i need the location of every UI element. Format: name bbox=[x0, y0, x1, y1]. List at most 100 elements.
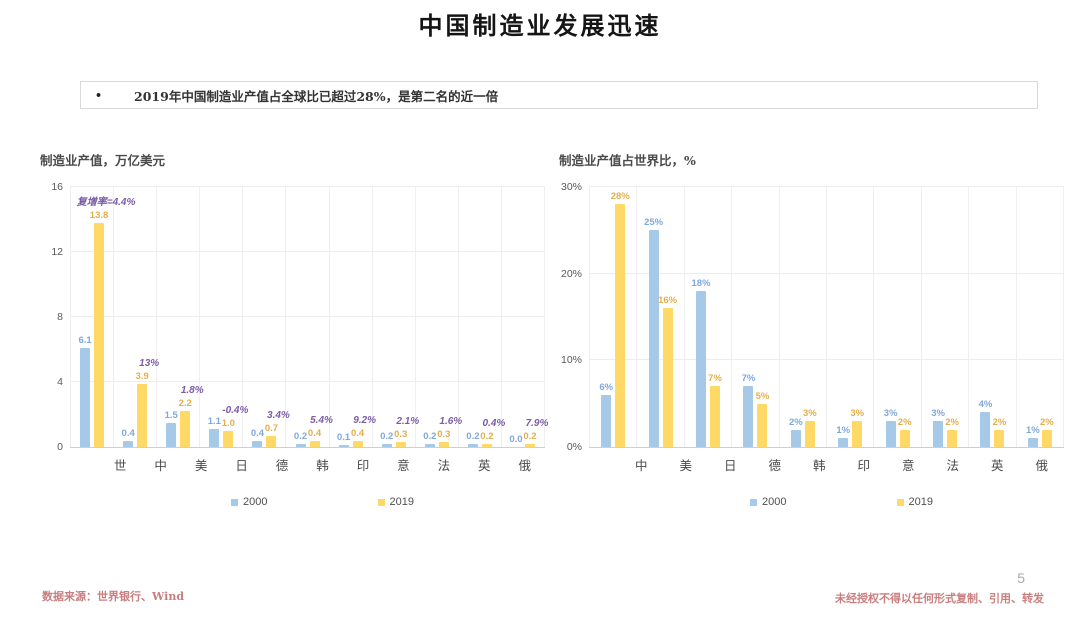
page-number: 5 bbox=[1017, 570, 1025, 586]
category-group: 2% 3% bbox=[780, 187, 828, 447]
bullet-icon: • bbox=[95, 88, 103, 102]
category-group: 0.2 5.4% 0.4 bbox=[286, 187, 333, 447]
growth-annotation: 复增率=4.4% bbox=[76, 196, 136, 208]
bar-column: 0.4 bbox=[250, 427, 265, 447]
left-category-axis: 世中美日德韩印意法英俄 bbox=[100, 455, 545, 474]
category-label: 英 bbox=[990, 458, 1004, 473]
bar-column: 13% 3.9 bbox=[135, 358, 159, 447]
bar-column: 9.2% 0.4 bbox=[351, 415, 376, 447]
category-group: 0.1 9.2% 0.4 bbox=[330, 187, 376, 447]
category-group: 18% 7% bbox=[685, 187, 733, 447]
left-plot-area: 0 4 8 12 16 6.1 复增率=4.4% 13.8 0.4 13% 3.9 1.5 1.8% 2.… bbox=[51, 181, 548, 453]
bar-column: 0.0 bbox=[509, 434, 523, 447]
bar-value-label: 0.0 bbox=[509, 434, 523, 445]
category-group: 0.2 0.4% 0.2 bbox=[459, 187, 505, 447]
bar-column: 2% bbox=[945, 417, 959, 447]
bar-2000 bbox=[885, 421, 896, 447]
bar-2019 bbox=[438, 442, 449, 447]
category-group: 7% 5% bbox=[732, 187, 780, 447]
bar-column: 2% bbox=[1040, 416, 1054, 447]
bar-value-label: 0.3 bbox=[394, 429, 408, 441]
bar-column: 6% bbox=[599, 382, 614, 447]
bar-column: 复增率=4.4% 13.8 bbox=[77, 197, 135, 447]
bar-value-label: 0.2 bbox=[293, 430, 308, 442]
bar-column: 4% bbox=[978, 399, 993, 447]
bar-value-label: 0.2 bbox=[423, 430, 437, 442]
bar-2000 bbox=[338, 445, 349, 447]
category-group: 1% 3% bbox=[827, 187, 875, 447]
bar-column: 1.1 bbox=[208, 416, 221, 447]
legend-label: 2000 bbox=[243, 496, 268, 508]
category-group: 0.2 1.6% 0.3 bbox=[416, 187, 462, 447]
gridline bbox=[70, 251, 545, 252]
data-source-note: 数据来源：世界银行、Wind bbox=[42, 590, 185, 603]
category-label: 意 bbox=[397, 458, 410, 473]
bar-2000 bbox=[648, 230, 659, 447]
growth-annotation: 3.4% bbox=[267, 409, 290, 421]
category-group: 4% 2% bbox=[969, 187, 1017, 447]
bar-column: 2% bbox=[993, 417, 1006, 447]
left-legend: 2000 2019 bbox=[100, 496, 545, 508]
category-group: 0.4 3.4% 0.7 bbox=[243, 187, 290, 447]
category-group: 3% 2% bbox=[874, 187, 922, 447]
bar-column: 1.8% 2.2 bbox=[179, 385, 204, 447]
bar-value-label: 6% bbox=[599, 382, 614, 393]
category-label: 英 bbox=[478, 458, 491, 473]
legend-item: 2000 bbox=[750, 496, 787, 508]
bar-value-label: 18% bbox=[691, 278, 711, 289]
category-label: 中 bbox=[634, 458, 648, 473]
bar-value-label: 0.2 bbox=[466, 430, 480, 442]
bar-2019 bbox=[662, 308, 673, 447]
bar-column: 0.2 bbox=[380, 431, 393, 447]
y-tick-label: 8 bbox=[57, 311, 63, 323]
growth-annotation: 7.9% bbox=[525, 417, 549, 429]
category-group: 3% 2% bbox=[922, 187, 970, 447]
bar-2000 bbox=[80, 347, 91, 447]
bar-value-label: 0.4 bbox=[351, 427, 365, 439]
bar-groups: 6% 28% 25% 16% 18% 7% 7% 5% 2% 3% 1% 3% 3% 2% 3% 2% 4% 2%… bbox=[589, 187, 1065, 447]
legend-label: 2019 bbox=[908, 496, 933, 508]
bar-2000 bbox=[123, 440, 134, 447]
category-label: 俄 bbox=[1035, 458, 1048, 473]
growth-annotation: 2.1% bbox=[396, 416, 420, 428]
bar-column: 7.9% 0.2 bbox=[523, 418, 548, 447]
bar-2019 bbox=[137, 383, 148, 447]
bar-2000 bbox=[696, 291, 707, 447]
legend-swatch bbox=[231, 498, 239, 506]
bar-value-label: 3.9 bbox=[135, 370, 149, 382]
bar-2019 bbox=[266, 435, 277, 447]
gridline bbox=[70, 316, 545, 317]
bar-2019 bbox=[395, 442, 406, 447]
page-title: 中国制造业发展迅速 bbox=[418, 11, 662, 40]
gridline bbox=[70, 186, 545, 187]
bar-column: 7% bbox=[741, 373, 756, 447]
bar-value-label: 16% bbox=[658, 295, 678, 307]
bar-value-label: 0.3 bbox=[437, 429, 451, 441]
legend-item: 2000 bbox=[231, 496, 268, 508]
bar-column: 18% bbox=[692, 278, 711, 447]
legend-label: 2000 bbox=[762, 496, 787, 508]
bar-column: 2% bbox=[789, 417, 803, 447]
bar-2019 bbox=[1041, 429, 1052, 447]
bar-2000 bbox=[1027, 438, 1038, 447]
category-group: 0.4 13% 3.9 bbox=[114, 187, 159, 447]
category-group: 1.1 -0.4% 1.0 bbox=[200, 187, 248, 447]
bar-2000 bbox=[743, 386, 754, 447]
bar-column: 1% bbox=[1026, 425, 1040, 447]
category-group: 1% 2% bbox=[1017, 187, 1065, 447]
gridline bbox=[70, 381, 545, 382]
bar-value-label: 2% bbox=[897, 416, 912, 428]
bar-column: 28% bbox=[611, 191, 630, 447]
growth-annotation: -0.4% bbox=[222, 404, 249, 416]
bar-value-label: 7% bbox=[741, 373, 756, 385]
bar-value-label: 2% bbox=[1040, 416, 1054, 428]
bar-column: 1% bbox=[836, 425, 850, 447]
growth-annotation: 9.2% bbox=[353, 414, 377, 426]
bar-value-label: 0.4 bbox=[250, 427, 265, 439]
bar-value-label: 4% bbox=[978, 399, 993, 411]
bar-column: 3% bbox=[803, 408, 817, 447]
category-label: 日 bbox=[235, 458, 248, 473]
bar-column: 16% bbox=[658, 295, 677, 447]
bar-2000 bbox=[980, 412, 991, 447]
